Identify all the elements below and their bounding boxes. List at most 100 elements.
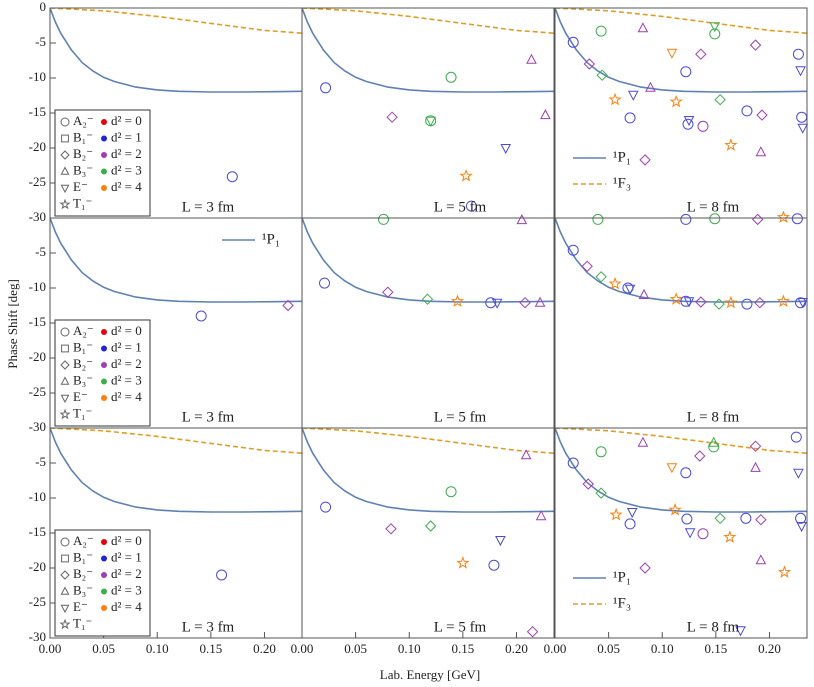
panel-frame — [554, 427, 808, 639]
x-tick-label: 0.00 — [544, 641, 567, 656]
legend-label: d² = 0 — [111, 533, 142, 548]
plot-area — [50, 8, 302, 93]
legend-marker — [60, 327, 70, 337]
y-tick-label: -5 — [35, 244, 46, 259]
y-tick-label: -15 — [29, 524, 46, 539]
data-point — [319, 277, 331, 289]
data-point — [581, 260, 593, 273]
data-point — [639, 562, 651, 574]
legend-label: ¹P₁ — [613, 149, 631, 165]
legend-label: B₁⁻ — [73, 129, 93, 144]
data-point — [796, 522, 807, 533]
data-point — [756, 109, 768, 121]
legend-marker — [59, 198, 71, 210]
legend-label: d² = 4 — [111, 599, 142, 614]
y-tick-label: -5 — [35, 454, 46, 469]
data-point — [216, 569, 228, 581]
curve — [50, 218, 302, 303]
legend-swatch — [101, 168, 107, 175]
legend-label: B₂⁻ — [73, 356, 93, 371]
data-point — [695, 48, 707, 60]
data-point — [567, 244, 579, 256]
legend-label: ¹P₁ — [613, 569, 631, 585]
legend-swatch — [101, 345, 107, 352]
data-point — [320, 82, 332, 94]
x-tick-label: 0.10 — [398, 641, 421, 656]
annotation: L = 5 fm — [434, 199, 487, 215]
data-point — [740, 512, 752, 524]
data-point — [777, 565, 792, 578]
data-point — [425, 116, 437, 127]
data-point — [723, 530, 737, 543]
data-point — [491, 298, 503, 309]
data-point — [749, 440, 762, 452]
data-point — [596, 69, 608, 81]
data-point — [465, 200, 477, 212]
data-point — [709, 22, 721, 33]
curve — [302, 428, 554, 454]
data-point — [792, 48, 804, 60]
x-tick-label: 0.15 — [704, 641, 727, 656]
data-point — [724, 295, 738, 309]
y-axis-label: Phase Shift [deg] — [5, 279, 20, 369]
x-tick-label: 0.10 — [651, 641, 674, 656]
legend-label: B₃⁻ — [73, 372, 93, 387]
data-point — [485, 297, 497, 309]
plot-area — [555, 218, 807, 303]
data-point — [694, 450, 706, 462]
data-point — [282, 299, 294, 312]
annotation: L = 3 fm — [182, 409, 235, 425]
data-point — [377, 213, 389, 225]
data-point — [713, 298, 725, 310]
annotation: L = 3 fm — [182, 199, 235, 215]
data-point — [695, 296, 707, 308]
data-point — [582, 478, 594, 490]
data-point — [595, 271, 607, 283]
data-point — [795, 66, 806, 77]
legend-marker — [61, 554, 69, 563]
curve — [555, 8, 807, 93]
data-point — [500, 144, 512, 155]
data-point — [495, 536, 506, 547]
data-point — [226, 171, 238, 183]
data-point — [609, 507, 623, 521]
data-point — [666, 48, 678, 59]
data-point — [750, 461, 761, 472]
legend-label: d² = 1 — [111, 339, 142, 354]
legend-label: d² = 3 — [111, 162, 142, 177]
data-point — [755, 513, 767, 526]
legend-marker — [60, 394, 70, 404]
data-point — [793, 468, 804, 479]
data-point — [520, 449, 532, 460]
x-tick-label: 0.10 — [146, 641, 169, 656]
x-tick-label: 0.20 — [505, 641, 528, 656]
data-point — [755, 554, 767, 565]
data-point — [637, 22, 649, 33]
legend-label: d² = 0 — [111, 113, 142, 128]
data-point — [697, 528, 709, 540]
legend-swatch — [101, 362, 107, 368]
legend-label: B₂⁻ — [73, 146, 93, 161]
legend-marker — [60, 150, 70, 160]
annotation: L = 5 fm — [434, 619, 487, 635]
data-point — [638, 288, 650, 299]
legend-label: E⁻ — [73, 599, 88, 614]
data-point — [626, 508, 638, 519]
data-point — [595, 25, 607, 37]
legend-swatch — [101, 135, 107, 142]
x-tick-label: 0.15 — [199, 641, 222, 656]
plot-area — [50, 218, 302, 303]
data-point — [516, 214, 528, 225]
data-point — [714, 93, 726, 106]
y-tick-label: -30 — [29, 629, 46, 644]
legend-label: T₁⁻ — [73, 405, 92, 420]
data-point — [445, 486, 457, 498]
x-tick-label: 0.05 — [597, 641, 620, 656]
curve — [555, 8, 807, 34]
legend-marker — [60, 376, 70, 385]
legend-swatch — [101, 572, 107, 578]
data-point — [445, 71, 457, 83]
data-point — [790, 431, 802, 443]
data-point — [624, 112, 636, 124]
y-tick-label: 0 — [40, 0, 47, 14]
